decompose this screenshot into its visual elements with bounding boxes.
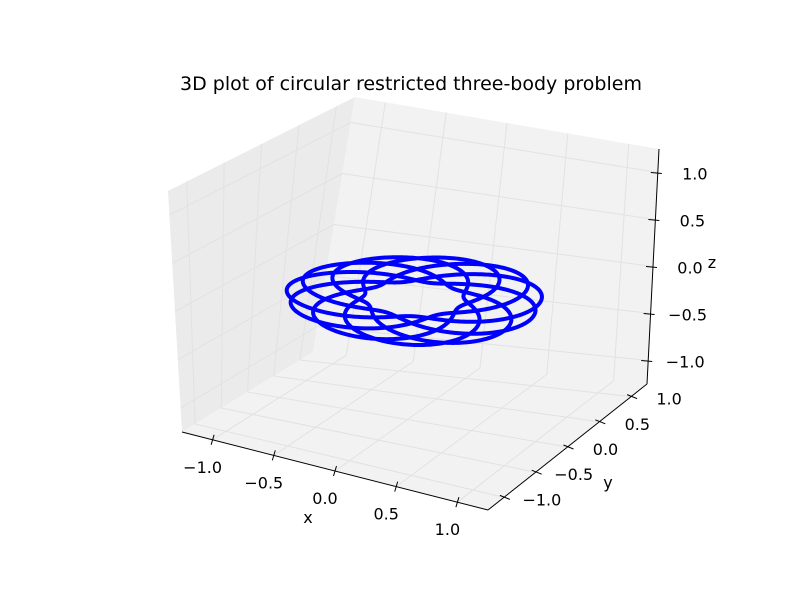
x-tick-label: −0.5: [244, 473, 283, 492]
grid-line-z-back: [342, 173, 656, 220]
x-tick: [210, 434, 215, 445]
x-tick-label: 1.0: [435, 520, 460, 539]
x-tick: [394, 481, 399, 492]
grid-line-z-back: [317, 326, 649, 361]
x-tick: [333, 465, 337, 477]
z-tick-label: 0.5: [680, 212, 705, 231]
y-tick: [563, 444, 574, 450]
y-tick-label: 0.5: [625, 415, 650, 434]
z-axis-line: [646, 148, 660, 385]
grid-line-z-left: [180, 326, 318, 409]
axes-panes: [168, 97, 659, 510]
y-tick: [626, 394, 638, 400]
z-axis-label: z: [708, 253, 716, 272]
x-tick: [455, 497, 460, 508]
grid-line-z-back: [350, 122, 658, 173]
y-tick: [531, 469, 542, 475]
y-tick-label: 1.0: [656, 390, 681, 409]
axis-ticks: −1.0−0.50.00.51.0−1.0−0.50.00.51.0−1.0−0…: [183, 165, 707, 540]
grid-line-z-back: [333, 224, 654, 267]
x-tick: [271, 450, 276, 461]
orbit-trajectory: [284, 255, 544, 348]
y-tick: [595, 419, 606, 425]
z-tick: [648, 219, 660, 221]
orbit-line: [285, 256, 543, 347]
z-tick-label: 1.0: [682, 165, 707, 184]
floor-pane: [182, 352, 647, 510]
z-tick: [650, 172, 662, 174]
grid-line-y-floor: [299, 359, 632, 398]
x-tick-label: 0.5: [373, 505, 398, 524]
z-tick: [645, 266, 658, 268]
y-tick-label: −0.5: [554, 465, 593, 484]
grid-line-y-floor: [247, 391, 568, 448]
grid-line-y-floor: [221, 407, 536, 473]
x-tick-label: 0.0: [312, 489, 337, 508]
y-tick: [499, 494, 511, 500]
y-tick-label: 0.0: [593, 440, 618, 459]
back-pane: [313, 97, 659, 384]
grid-line-y-floor: [194, 423, 505, 498]
z-tick: [641, 360, 653, 362]
grid-line-z-left: [174, 224, 335, 312]
grid-line-y-floor: [273, 375, 600, 423]
grid-lines: [169, 102, 658, 503]
grid-line-z-left: [171, 173, 343, 264]
y-axis-label: y: [603, 473, 612, 492]
x-axis-label: x: [303, 508, 312, 527]
grid-line-z-left: [169, 122, 352, 216]
z-tick: [643, 313, 655, 315]
z-tick-label: 0.0: [677, 259, 702, 278]
y-tick-label: −1.0: [522, 490, 561, 509]
chart-title: 3D plot of circular restricted three-bod…: [180, 73, 642, 95]
z-tick-label: −1.0: [666, 353, 705, 372]
z-tick-label: −0.5: [668, 306, 707, 325]
x-tick-label: −1.0: [183, 458, 222, 477]
